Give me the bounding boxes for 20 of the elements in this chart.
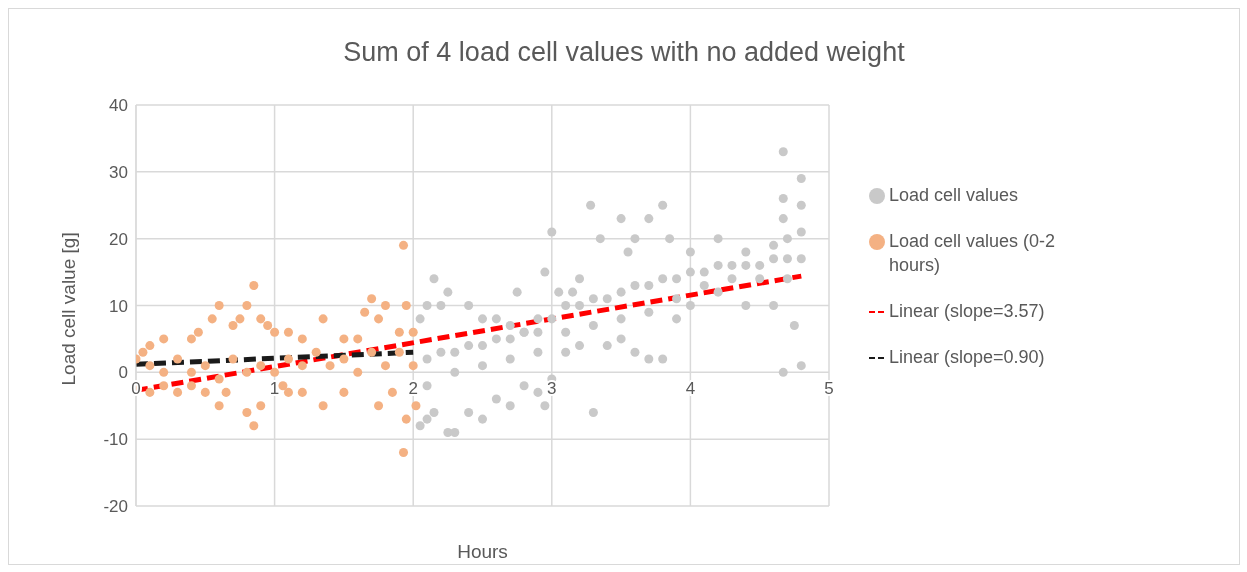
y-tick-label: 10	[109, 296, 128, 316]
y-tick-label: 40	[109, 96, 128, 116]
legend-label: Linear (slope=0.90)	[889, 345, 1046, 369]
y-tick-label: -10	[103, 430, 128, 450]
legend-label: Load cell values (0-2 hours)	[889, 229, 1057, 277]
y-tick-label: 20	[109, 229, 128, 249]
x-tick-label: 5	[824, 379, 834, 399]
x-tick-label: 3	[547, 379, 557, 399]
x-tick-label: 2	[408, 379, 418, 399]
y-tick-label: 0	[118, 363, 128, 383]
y-axis-title: Load cell value [g]	[57, 232, 79, 386]
x-tick-label: 0	[131, 379, 141, 399]
y-tick-label: 30	[109, 162, 128, 182]
chart-title: Sum of 4 load cell values with no added weight	[342, 37, 906, 68]
y-tick-label: -20	[103, 497, 128, 517]
x-tick-label: 1	[269, 379, 280, 399]
x-axis-title: Hours	[457, 541, 508, 562]
legend-label: Load cell values	[889, 183, 1020, 207]
legend-label: Linear (slope=3.57)	[889, 299, 1046, 323]
x-tick-label: 4	[685, 379, 696, 399]
